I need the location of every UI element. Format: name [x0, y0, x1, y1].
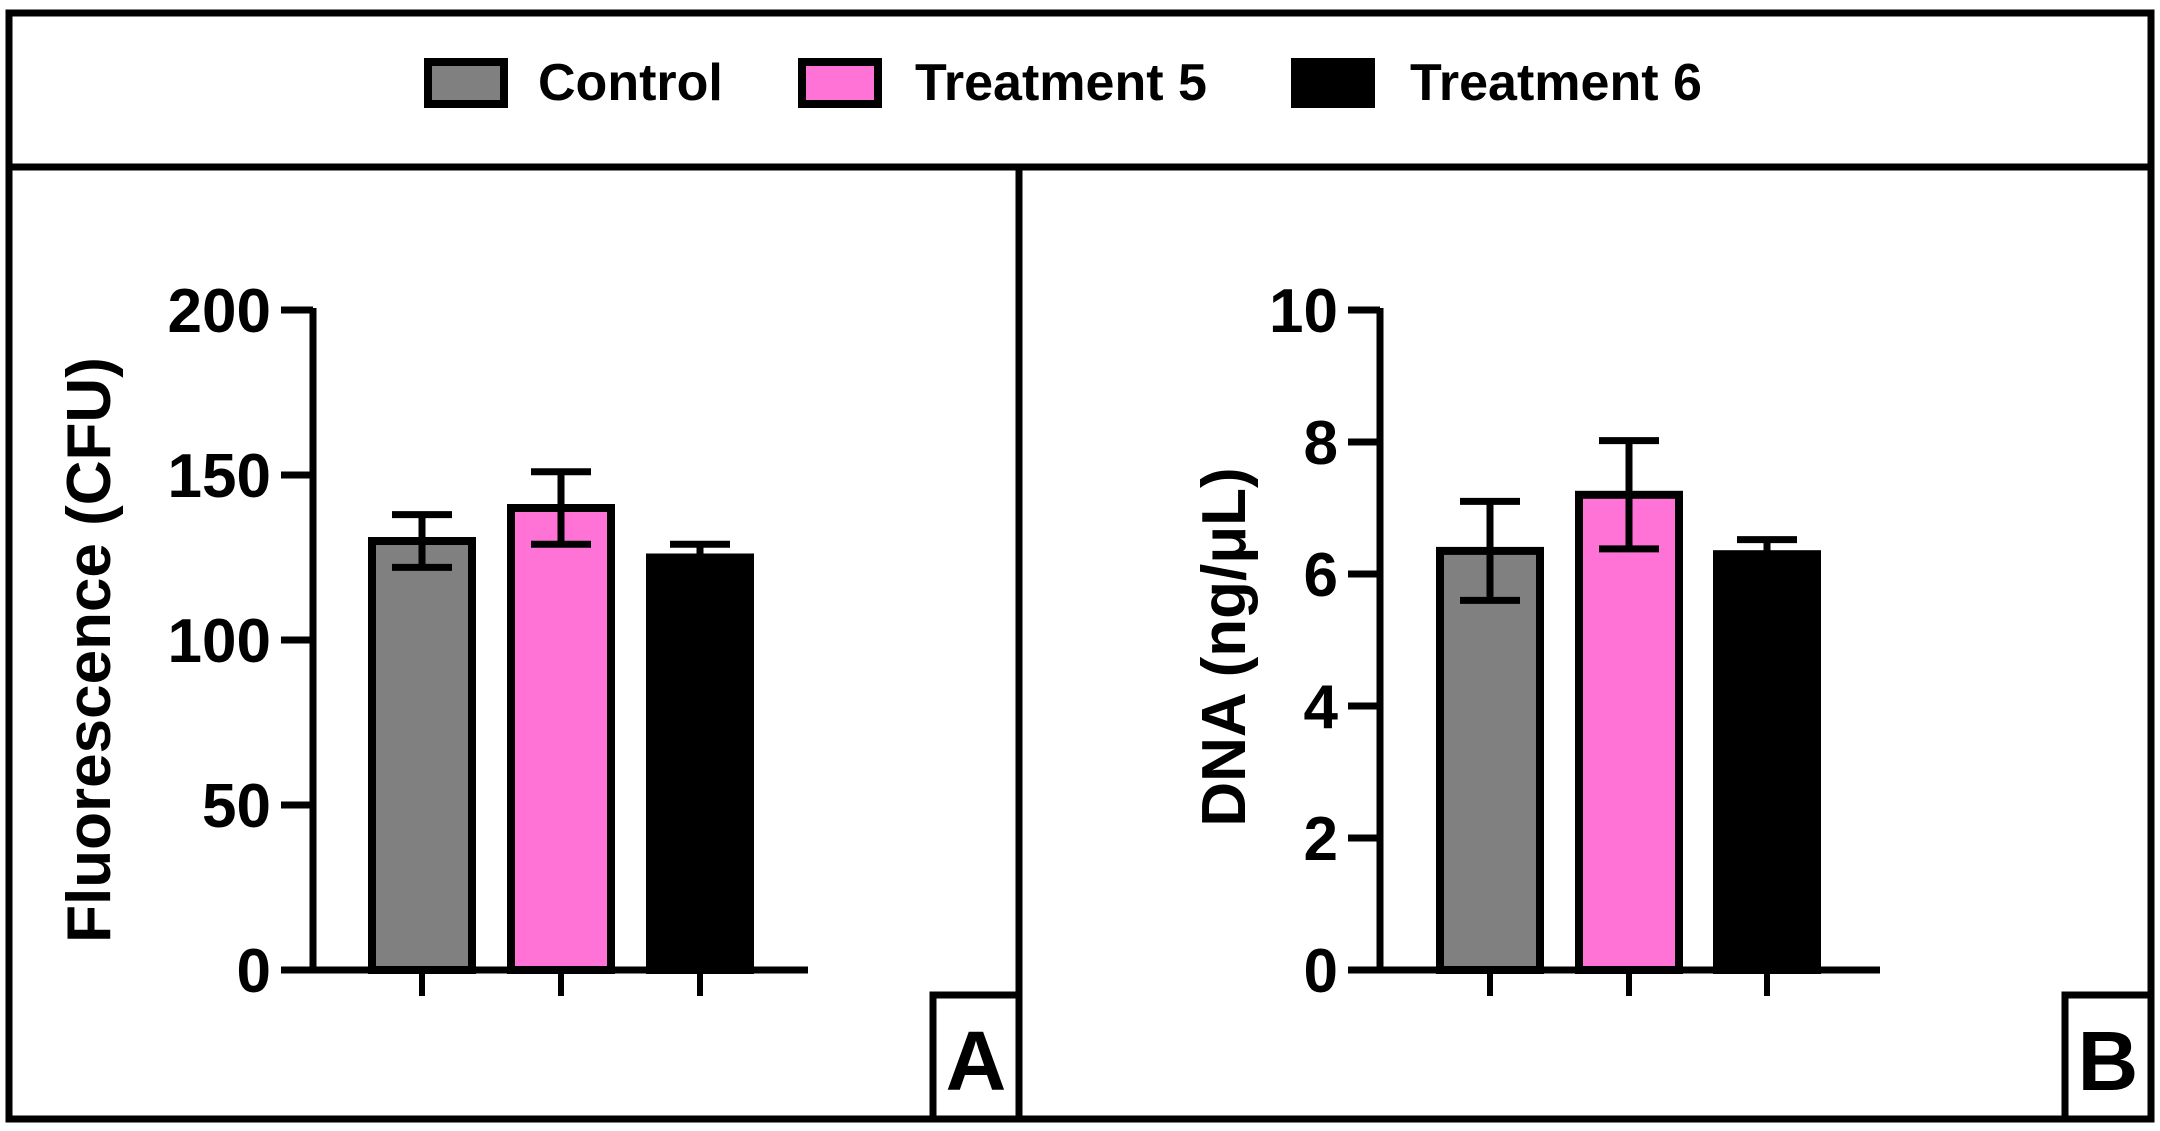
panel-b-label-box: B: [2061, 991, 2155, 1123]
legend: Control Treatment 5 Treatment 6: [424, 54, 1702, 112]
legend-swatch-control: [424, 58, 508, 108]
panel-b-y-tick-label: 2: [1304, 805, 1338, 874]
panel-a-bar-control: [368, 537, 476, 974]
legend-item-control: Control: [424, 54, 723, 112]
panel-b-letter: B: [2078, 1014, 2139, 1108]
panel-a-y-tick-label: 50: [202, 772, 271, 841]
panel-a-letter-box: [929, 991, 1023, 1123]
panel-a-y-tick-label: 200: [168, 277, 271, 346]
panel-a-y-tick-label: 150: [168, 442, 271, 511]
figure-frame: [5, 9, 2155, 1123]
panel-b-bar-control: [1436, 546, 1544, 975]
panel-a-letter: A: [946, 1014, 1007, 1108]
panel-a-label-box: A: [929, 991, 1023, 1123]
panel-b-y-tick-label: 6: [1304, 541, 1338, 610]
panel-b-letter-box: [2061, 991, 2155, 1123]
legend-label-treatment-6: Treatment 6: [1410, 54, 1702, 112]
panel-a-bar-treatment-5: [507, 504, 615, 974]
legend-item-treatment-5: Treatment 5: [798, 54, 1207, 112]
legend-item-treatment-6: Treatment 6: [1291, 54, 1702, 112]
panel-a-y-tick-label: 0: [237, 937, 271, 1006]
panel-a-y-tick-label: 100: [168, 607, 271, 676]
panel-b-bar-treatment-6: [1713, 550, 1821, 974]
legend-label-treatment-5: Treatment 5: [915, 54, 1207, 112]
legend-label-control: Control: [538, 54, 723, 112]
panel-b-y-tick-label: 4: [1304, 673, 1339, 742]
panel-b-y-axis-title: DNA (ng/μL): [1190, 467, 1259, 826]
legend-swatch-treatment-6: [1291, 58, 1375, 108]
panel-b-chart: DNA (ng/μL) 0 2 4 6 8 10: [1190, 277, 1880, 1006]
panel-a-y-axis-title: Fluorescence (CFU): [55, 357, 124, 943]
panel-a-bar-treatment-6: [646, 553, 754, 974]
panel-a-chart: Fluorescence (CFU) 0 50 100 150 200: [55, 277, 808, 1006]
panel-b-y-tick-label: 0: [1304, 937, 1338, 1006]
panel-b-bar-treatment-5: [1575, 490, 1683, 974]
panel-b-y-tick-label: 8: [1304, 409, 1338, 478]
legend-swatch-treatment-5: [798, 58, 882, 108]
panel-b-y-tick-label: 10: [1269, 277, 1338, 346]
